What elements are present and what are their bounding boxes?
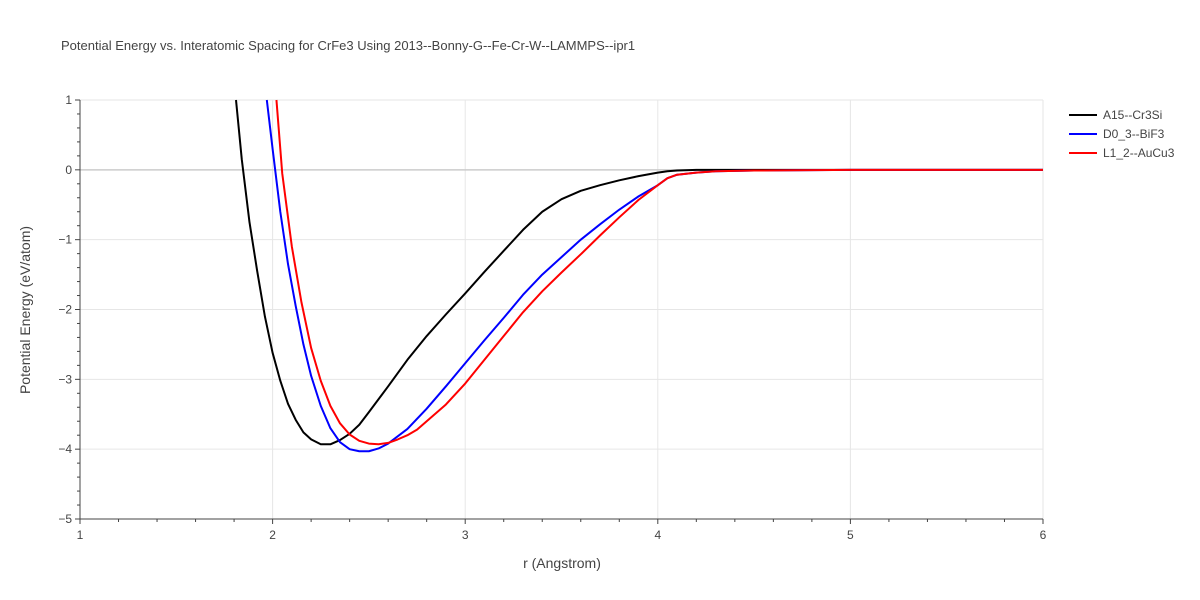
legend-item-1[interactable]: D0_3--BiF3 [1069,127,1165,141]
series-layer [235,99,1043,453]
x-tick-label: 4 [654,528,661,542]
legend-item-2[interactable]: L1_2--AuCu3 [1069,146,1175,160]
y-tick-label: −3 [58,372,72,386]
x-tick-label: 5 [847,528,854,542]
legend-label: L1_2--AuCu3 [1103,146,1175,160]
grid-layer [80,99,1044,519]
series-line-2 [275,99,1043,446]
axis-layer [75,99,1044,524]
y-tick-label: −2 [58,303,72,317]
y-tick-label: −4 [58,442,72,456]
x-axis-title: r (Angstrom) [523,555,601,571]
series-line-1 [265,99,1043,453]
legend-label: D0_3--BiF3 [1103,127,1165,141]
chart-title: Potential Energy vs. Interatomic Spacing… [61,38,635,53]
y-tick-label: 0 [65,163,72,177]
x-tick-label: 1 [77,528,84,542]
series-line-0 [235,99,1043,446]
y-tick-label: −5 [58,512,72,526]
y-tick-label: 1 [65,93,72,107]
x-tick-label: 3 [462,528,469,542]
legend-label: A15--Cr3Si [1103,108,1162,122]
legend-item-0[interactable]: A15--Cr3Si [1069,108,1162,122]
legend[interactable]: A15--Cr3Si D0_3--BiF3 L1_2--AuCu3 [1069,108,1175,160]
x-tick-label: 6 [1040,528,1047,542]
tick-label-layer: 1 2 3 4 5 6 1 0 −1 −2 −3 −4 −5 [58,93,1046,542]
y-axis-title: Potential Energy (eV/atom) [17,226,33,394]
y-tick-label: −1 [58,233,72,247]
x-tick-label: 2 [269,528,276,542]
